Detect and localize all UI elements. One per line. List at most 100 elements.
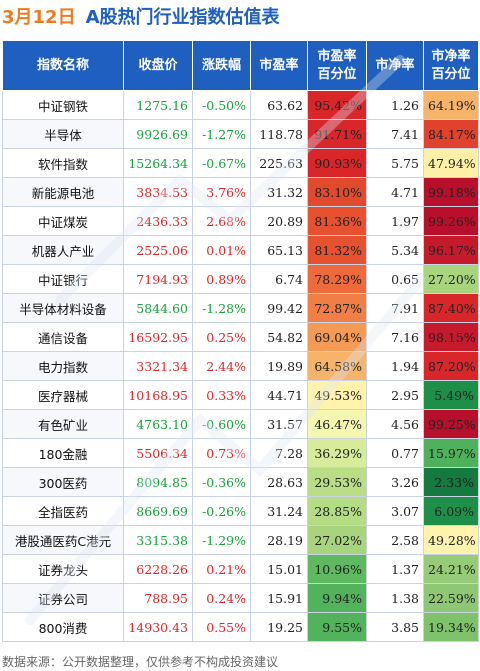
pb-percentile-cell: 6.09% [423, 496, 479, 526]
pb-percentile-cell: 15.97% [423, 438, 479, 468]
pe-ratio-cell: 118.78 [250, 119, 308, 149]
table-row[interactable]: 半导体材料设备 5844.60 -1.28% 99.42 72.87% 7.91 87.40… [2, 293, 479, 323]
pe-percentile-cell: 69.04% [307, 322, 367, 352]
pb-percentile-cell: 98.15% [423, 322, 479, 352]
pb-ratio-cell: 3.85 [366, 612, 424, 642]
table-row[interactable]: 通信设备 16592.95 0.25% 54.82 69.04% 7.16 98.15% [2, 322, 479, 352]
pe-percentile-cell: 49.53% [307, 380, 367, 410]
close-price-cell: 788.95 [123, 583, 193, 613]
pe-percentile-cell: 64.58% [307, 351, 367, 381]
index-name-cell: 180金融 [2, 438, 124, 468]
pb-percentile-cell: 99.25% [423, 409, 479, 439]
close-price-cell: 8669.69 [123, 496, 193, 526]
close-price-cell: 1275.16 [123, 90, 193, 120]
column-header-name[interactable]: 指数名称 [2, 40, 124, 91]
pb-percentile-cell: 49.28% [423, 525, 479, 555]
table-row[interactable]: 中证煤炭 2436.33 2.68% 20.89 81.36% 1.97 99.26% [2, 206, 479, 236]
pb-ratio-cell: 3.07 [366, 496, 424, 526]
pe-ratio-cell: 15.01 [250, 554, 308, 584]
close-price-cell: 10168.95 [123, 380, 193, 410]
table-row[interactable]: 300医药 8094.85 -0.36% 28.63 29.53% 3.26 2.33% [2, 467, 479, 497]
pe-ratio-cell: 31.57 [250, 409, 308, 439]
index-name-cell: 半导体材料设备 [2, 293, 124, 323]
table-row[interactable]: 中证银行 7194.93 0.89% 6.74 78.29% 0.65 27.20% [2, 264, 479, 294]
column-header-pe[interactable]: 市盈率 [250, 40, 308, 91]
index-name-cell: 证券龙头 [2, 554, 124, 584]
index-name-cell: 有色矿业 [2, 409, 124, 439]
close-price-cell: 2525.06 [123, 235, 193, 265]
pe-percentile-cell: 28.85% [307, 496, 367, 526]
pe-percentile-cell: 78.29% [307, 264, 367, 294]
pe-percentile-cell: 81.32% [307, 235, 367, 265]
column-header-close[interactable]: 收盘价 [123, 40, 193, 91]
close-price-cell: 14930.43 [123, 612, 193, 642]
data-source-note: 数据来源：公开数据整理，仅供参考不构成投资建议 [2, 655, 279, 669]
pb-percentile-cell: 99.26% [423, 206, 479, 236]
table-row[interactable]: 全指医药 8669.69 -0.26% 31.24 28.85% 3.07 6.09% [2, 496, 479, 526]
index-name-cell: 港股通医药C港元 [2, 525, 124, 555]
change-pct-cell: 0.89% [192, 264, 251, 294]
change-pct-cell: -0.60% [192, 409, 251, 439]
table-row[interactable]: 机器人产业 2525.06 0.01% 65.13 81.32% 5.34 96.17% [2, 235, 479, 265]
pb-ratio-cell: 0.65 [366, 264, 424, 294]
close-price-cell: 4763.10 [123, 409, 193, 439]
table-row[interactable]: 中证钢铁 1275.16 -0.50% 63.62 95.42% 1.26 64.19% [2, 90, 479, 120]
pb-percentile-cell: 87.40% [423, 293, 479, 323]
pe-ratio-cell: 19.89 [250, 351, 308, 381]
table-row[interactable]: 证券公司 788.95 0.24% 15.91 9.94% 1.38 22.59% [2, 583, 479, 613]
index-name-cell: 半导体 [2, 119, 124, 149]
pe-ratio-cell: 28.63 [250, 467, 308, 497]
change-pct-cell: -0.67% [192, 148, 251, 178]
index-name-cell: 医疗器械 [2, 380, 124, 410]
pb-percentile-cell: 64.19% [423, 90, 479, 120]
table-row[interactable]: 800消费 14930.43 0.55% 19.25 9.55% 3.85 19.34% [2, 612, 479, 642]
table-row[interactable]: 软件指数 15264.34 -0.67% 225.63 90.93% 5.75 47.94% [2, 148, 479, 178]
index-name-cell: 中证银行 [2, 264, 124, 294]
table-row[interactable]: 港股通医药C港元 3315.38 -1.29% 28.19 27.02% 2.58 49.2… [2, 525, 479, 555]
pe-percentile-cell: 90.93% [307, 148, 367, 178]
pe-percentile-cell: 81.36% [307, 206, 367, 236]
pe-ratio-cell: 6.74 [250, 264, 308, 294]
table-row[interactable]: 180金融 5506.34 0.73% 7.28 36.29% 0.77 15.97% [2, 438, 479, 468]
table-row[interactable]: 电力指数 3321.34 2.44% 19.89 64.58% 1.94 87.20% [2, 351, 479, 381]
close-price-cell: 8094.85 [123, 467, 193, 497]
pe-percentile-cell: 72.87% [307, 293, 367, 323]
pb-ratio-cell: 1.38 [366, 583, 424, 613]
close-price-cell: 3315.38 [123, 525, 193, 555]
index-name-cell: 800消费 [2, 612, 124, 642]
pb-percentile-cell: 5.49% [423, 380, 479, 410]
column-header-change[interactable]: 涨跌幅 [192, 40, 251, 91]
table-row[interactable]: 新能源电池 3834.53 3.76% 31.32 83.10% 4.71 99.18% [2, 177, 479, 207]
change-pct-cell: -0.26% [192, 496, 251, 526]
index-name-cell: 中证煤炭 [2, 206, 124, 236]
change-pct-cell: 0.73% [192, 438, 251, 468]
table-row[interactable]: 半导体 9926.69 -1.27% 118.78 91.71% 7.41 84.17% [2, 119, 479, 149]
pb-ratio-cell: 7.16 [366, 322, 424, 352]
pb-ratio-cell: 4.56 [366, 409, 424, 439]
column-header-pb[interactable]: 市净率 [366, 40, 424, 91]
pb-ratio-cell: 1.37 [366, 554, 424, 584]
close-price-cell: 3321.34 [123, 351, 193, 381]
table-row[interactable]: 证券龙头 6228.26 0.21% 15.01 10.96% 1.37 24.21% [2, 554, 479, 584]
pe-ratio-cell: 65.13 [250, 235, 308, 265]
pb-ratio-cell: 0.77 [366, 438, 424, 468]
change-pct-cell: 0.25% [192, 322, 251, 352]
pe-percentile-cell: 9.55% [307, 612, 367, 642]
pe-percentile-cell: 10.96% [307, 554, 367, 584]
column-header-pb-percentile[interactable]: 市净率 百分位 [423, 40, 479, 91]
report-date: 3月12日 [2, 7, 76, 28]
pb-ratio-cell: 1.26 [366, 90, 424, 120]
pe-percentile-cell: 36.29% [307, 438, 367, 468]
column-header-pe-percentile[interactable]: 市盈率 百分位 [307, 40, 367, 91]
pb-percentile-cell: 24.21% [423, 554, 479, 584]
pb-percentile-cell: 22.59% [423, 583, 479, 613]
close-price-cell: 5844.60 [123, 293, 193, 323]
table-row[interactable]: 有色矿业 4763.10 -0.60% 31.57 46.47% 4.56 99.25% [2, 409, 479, 439]
change-pct-cell: 0.01% [192, 235, 251, 265]
pe-ratio-cell: 63.62 [250, 90, 308, 120]
close-price-cell: 3834.53 [123, 177, 193, 207]
change-pct-cell: -1.27% [192, 119, 251, 149]
close-price-cell: 5506.34 [123, 438, 193, 468]
pb-percentile-cell: 96.17% [423, 235, 479, 265]
table-row[interactable]: 医疗器械 10168.95 0.33% 44.71 49.53% 2.95 5.49% [2, 380, 479, 410]
